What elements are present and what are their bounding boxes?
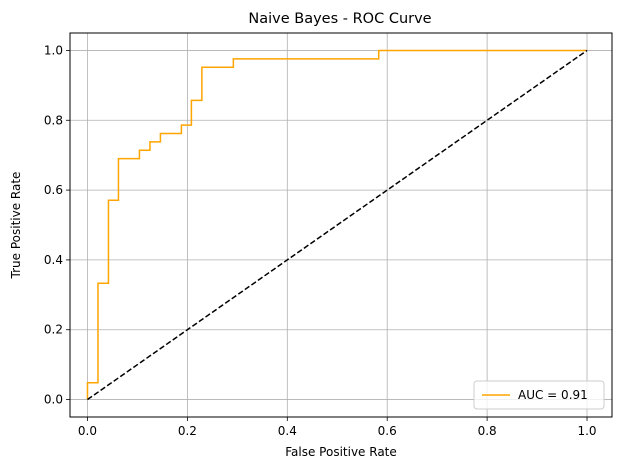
series-layer bbox=[86, 49, 588, 401]
legend-label-auc: AUC = 0.91 bbox=[518, 388, 588, 402]
tick-layer: 0.0 0.2 0.4 0.6 0.8 1.0 0.0 0.2 0.4 0.6 0.8 1.0 bbox=[44, 43, 597, 438]
y-tick-label: 0.0 bbox=[44, 393, 63, 407]
legend: AUC = 0.91 bbox=[473, 380, 605, 410]
y-tick-label: 0.8 bbox=[44, 113, 63, 127]
x-tick-label: 0.2 bbox=[178, 424, 197, 438]
y-tick-label: 0.4 bbox=[44, 253, 63, 267]
chart-title: Naive Bayes - ROC Curve bbox=[248, 11, 431, 27]
x-tick-label: 0.6 bbox=[378, 424, 397, 438]
plot-frame bbox=[69, 32, 613, 418]
x-tick-label: 0.0 bbox=[78, 424, 97, 438]
chance-diagonal-line bbox=[87, 49, 588, 401]
legend-box bbox=[473, 380, 605, 410]
x-tick-label: 0.8 bbox=[478, 424, 497, 438]
y-tick-label: 0.6 bbox=[44, 183, 63, 197]
roc-curve-line bbox=[86, 49, 588, 400]
x-tick-label: 1.0 bbox=[577, 424, 596, 438]
y-tick-label: 0.2 bbox=[44, 323, 63, 337]
y-axis-title: True Positive Rate bbox=[9, 172, 23, 280]
x-tick-label: 0.4 bbox=[278, 424, 297, 438]
grid-layer bbox=[70, 33, 612, 417]
x-axis-title: False Positive Rate bbox=[285, 445, 397, 459]
y-tick-label: 1.0 bbox=[44, 43, 63, 57]
